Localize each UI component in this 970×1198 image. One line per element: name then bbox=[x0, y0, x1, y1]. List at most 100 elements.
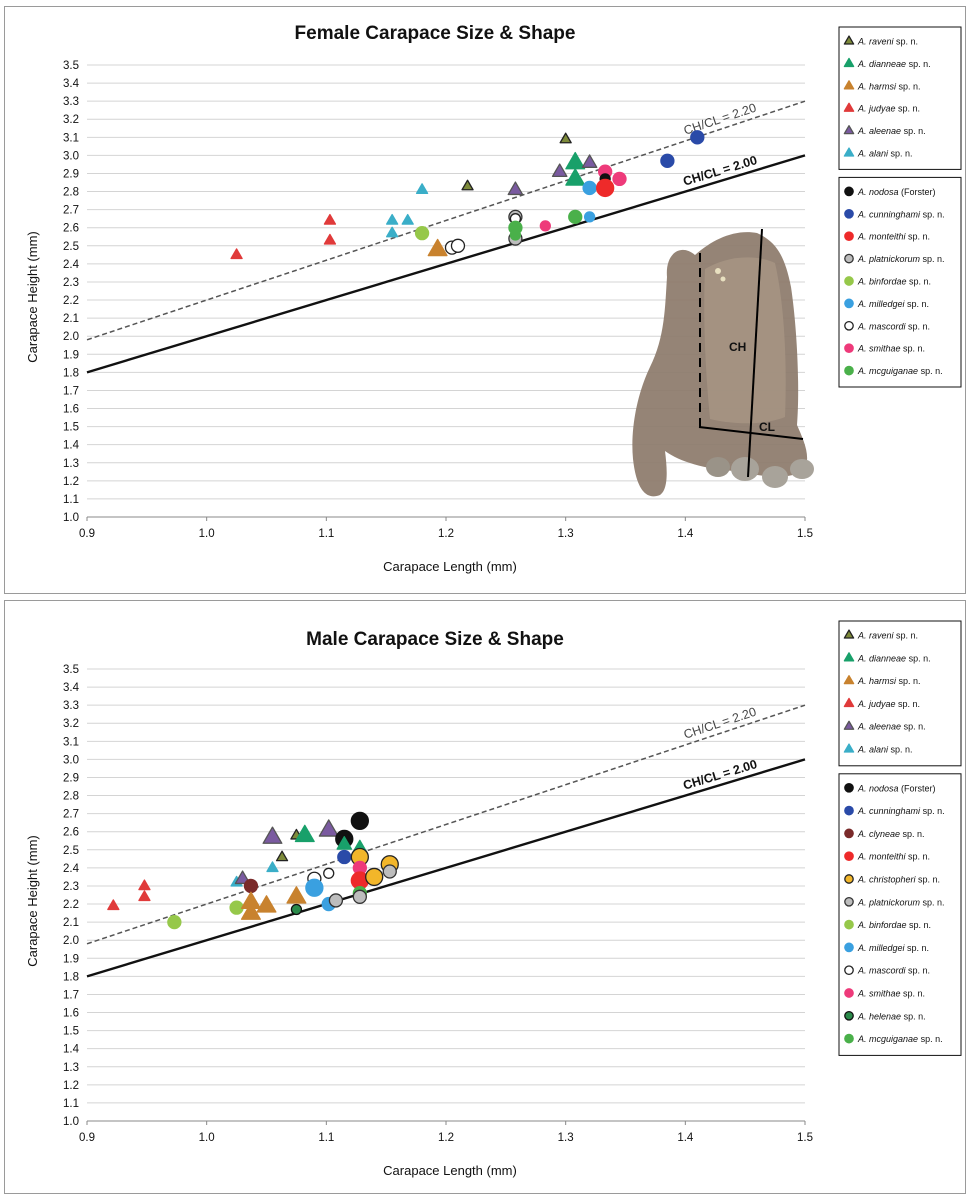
data-point-aleenae bbox=[234, 870, 251, 885]
legend-marker-binfordae bbox=[844, 276, 854, 286]
legend-marker-aleenae bbox=[843, 720, 855, 730]
x-axis-label: Carapace Length (mm) bbox=[383, 1163, 517, 1178]
legend-marker-nodosa bbox=[844, 782, 854, 793]
y-tick-label: 1.5 bbox=[63, 1026, 79, 1038]
x-tick-label: 1.5 bbox=[797, 528, 813, 540]
legend-label-mascordi: A. mascordi sp. n. bbox=[857, 321, 930, 331]
y-tick-label: 1.4 bbox=[63, 1044, 80, 1056]
data-point-clyneae bbox=[243, 878, 259, 894]
y-tick-label: 3.1 bbox=[63, 132, 79, 144]
y-tick-label: 1.3 bbox=[63, 458, 79, 470]
x-tick-label: 1.3 bbox=[558, 528, 574, 540]
legend-label-helenae: A. helenae sp. n. bbox=[857, 1011, 926, 1021]
legend-box bbox=[838, 620, 962, 767]
ratio-label-2-00: CH/CL = 2.00 bbox=[681, 153, 758, 189]
y-axis-label: Carapace Height (mm) bbox=[25, 835, 40, 967]
legend-label-monteithi: A. monteithi sp. n. bbox=[857, 232, 930, 242]
male-chart-panel: Male Carapace Size & Shape 1.0 1.1 1.2 1.3 1… bbox=[4, 600, 966, 1194]
y-tick-label: 3.5 bbox=[63, 60, 79, 72]
y-tick-label: 2.9 bbox=[63, 772, 79, 784]
x-tick-label: 1.1 bbox=[318, 1132, 334, 1144]
y-tick-label: 2.5 bbox=[63, 845, 79, 857]
x-tick-label: 1.0 bbox=[199, 528, 215, 540]
legend-label-platnickorum: A. platnickorum sp. n. bbox=[857, 254, 945, 264]
data-point-raveni bbox=[275, 850, 289, 862]
y-tick-label: 2.2 bbox=[63, 295, 79, 307]
legend-marker-judyae bbox=[843, 102, 855, 112]
data-point-alani bbox=[415, 183, 429, 195]
y-tick-label: 3.4 bbox=[63, 682, 80, 694]
x-tick-label: 1.4 bbox=[677, 1132, 694, 1144]
legend-label-nodosa: A. nodosa (Forster) bbox=[857, 783, 936, 793]
legend-marker-harmsi bbox=[843, 675, 855, 685]
legend-label-platnickorum: A. platnickorum sp. n. bbox=[857, 897, 945, 907]
data-point-alani bbox=[401, 213, 414, 225]
data-point-aleenae bbox=[581, 154, 598, 168]
data-point-dianneae bbox=[294, 824, 315, 843]
x-tick-label: 1.0 bbox=[199, 1132, 215, 1144]
y-tick-label: 2.8 bbox=[63, 187, 79, 199]
legend-marker-mascordi bbox=[844, 320, 854, 331]
y-tick-label: 3.3 bbox=[63, 700, 79, 712]
y-tick-label: 3.4 bbox=[63, 78, 80, 90]
female-chart: Female Carapace Size & Shape 1.0 1.1 1.2 1.… bbox=[25, 23, 962, 574]
data-point-milledgei bbox=[582, 180, 597, 196]
legend-marker-monteithi bbox=[844, 851, 854, 862]
y-tick-label: 3.1 bbox=[63, 736, 79, 748]
legend-marker-monteithi bbox=[844, 231, 854, 242]
legend-marker-judyae bbox=[843, 697, 855, 708]
data-point-dianneae bbox=[336, 836, 353, 850]
x-tick-label: 1.3 bbox=[558, 1132, 574, 1144]
y-tick-label: 1.9 bbox=[63, 953, 79, 965]
data-point-judyae bbox=[107, 899, 120, 911]
y-tick-label: 2.5 bbox=[63, 241, 79, 253]
ratio-line-2-20 bbox=[86, 100, 806, 341]
legend-label-milledgei: A. milledgei sp. n. bbox=[857, 943, 929, 953]
legend-label-aleenae: A. aleenae sp. n. bbox=[857, 126, 926, 136]
y-tick-label: 3.2 bbox=[63, 718, 79, 730]
legend-label-mcguiganae: A. mcguiganae sp. n. bbox=[857, 1034, 943, 1044]
y-axis-label: Carapace Height (mm) bbox=[25, 231, 40, 363]
legend-marker-harmsi bbox=[843, 80, 855, 90]
y-tick-label: 2.1 bbox=[63, 917, 79, 929]
y-tick-label: 3.3 bbox=[63, 96, 79, 108]
data-point-platnickorum bbox=[382, 864, 397, 879]
legend-label-binfordae: A. binfordae sp. n. bbox=[857, 277, 931, 287]
legend-marker-platnickorum bbox=[844, 896, 854, 907]
data-point-raveni bbox=[559, 132, 572, 144]
y-tick-label: 1.2 bbox=[63, 476, 79, 488]
legend-box bbox=[838, 176, 962, 388]
legend-label-dianneae: A. dianneae sp. n. bbox=[857, 653, 931, 663]
data-point-dianneae bbox=[565, 168, 586, 186]
legend-label-mcguiganae: A. mcguiganae sp. n. bbox=[857, 366, 943, 376]
x-tick-label: 1.1 bbox=[318, 528, 334, 540]
legend-label-smithae: A. smithae sp. n. bbox=[857, 344, 925, 354]
legend-label-judyae: A. judyae sp. n. bbox=[857, 104, 920, 114]
x-tick-label: 1.2 bbox=[438, 528, 454, 540]
legend-marker-clyneae bbox=[844, 828, 854, 839]
data-point-aleenae bbox=[551, 163, 568, 178]
data-point-christopheri bbox=[365, 867, 384, 887]
legend-label-nodosa: A. nodosa (Forster) bbox=[857, 187, 936, 197]
legend-marker-smithae bbox=[844, 343, 854, 354]
y-tick-label: 1.5 bbox=[63, 422, 79, 434]
data-point-platnickorum bbox=[352, 889, 367, 904]
legend-marker-dianneae bbox=[843, 57, 855, 68]
y-tick-label: 1.6 bbox=[63, 404, 79, 416]
y-tick-label: 3.0 bbox=[63, 150, 79, 162]
ratio-line-2-00 bbox=[86, 154, 806, 374]
y-tick-label: 2.7 bbox=[63, 205, 79, 217]
legend-marker-cunninghami bbox=[844, 208, 854, 219]
legend-label-aleenae: A. aleenae sp. n. bbox=[857, 722, 926, 732]
data-point-cunninghami bbox=[337, 849, 352, 865]
data-point-harmsi bbox=[256, 895, 277, 913]
y-tick-label: 1.3 bbox=[63, 1062, 79, 1074]
y-tick-label: 2.9 bbox=[63, 168, 79, 180]
y-tick-label: 3.5 bbox=[63, 664, 79, 676]
data-point-alani bbox=[266, 861, 279, 873]
legend-marker-mcguiganae bbox=[844, 1033, 854, 1044]
data-point-harmsi bbox=[286, 886, 307, 904]
y-tick-label: 2.2 bbox=[63, 899, 79, 911]
legend-label-alani: A. alani sp. n. bbox=[857, 149, 913, 159]
x-tick-label: 0.9 bbox=[79, 1132, 95, 1144]
